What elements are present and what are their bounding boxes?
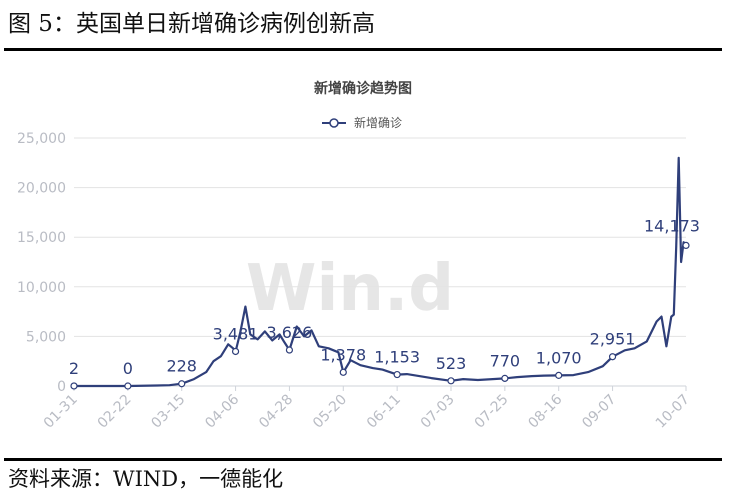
x-tick-label: 04-06 xyxy=(202,391,242,431)
data-point-marker xyxy=(285,346,294,354)
data-label: 228 xyxy=(166,357,197,376)
y-tick-label: 0 xyxy=(57,379,66,395)
x-tick-label: 06-11 xyxy=(364,392,404,432)
data-label: 1,378 xyxy=(320,345,366,364)
x-tick-label: 04-28 xyxy=(256,392,296,432)
x-tick-label: 02-22 xyxy=(95,392,135,432)
data-point-marker xyxy=(178,380,186,388)
y-tick-label: 10,000 xyxy=(17,280,66,296)
data-label: 523 xyxy=(436,354,467,373)
y-tick-label: 25,000 xyxy=(17,131,66,147)
data-label: 770 xyxy=(490,351,521,370)
x-tick-label: 07-25 xyxy=(472,392,512,432)
data-point-marker xyxy=(231,347,240,356)
y-tick-label: 20,000 xyxy=(17,181,66,197)
data-point-marker xyxy=(682,241,690,250)
data-point-marker xyxy=(501,374,509,382)
data-label: 2 xyxy=(69,359,79,378)
line-chart: Win.d 0 5,000 10,000 15,000 20,000 25,000 01-31… xyxy=(17,80,700,432)
data-label: 3,626 xyxy=(267,323,313,342)
figure-title: 图 5：英国单日新增确诊病例创新高 xyxy=(8,11,375,37)
watermark-text: Win.d xyxy=(246,252,454,326)
series-line xyxy=(74,156,687,388)
top-rule xyxy=(4,48,722,51)
chart-title: 新增确诊趋势图 xyxy=(314,80,412,97)
y-tick-label: 15,000 xyxy=(17,230,66,246)
legend-label: 新增确诊 xyxy=(354,115,402,130)
data-point-marker xyxy=(339,368,347,376)
x-tick-label: 10-07 xyxy=(653,392,693,432)
data-label: 1,153 xyxy=(374,348,420,367)
data-point-marker xyxy=(447,377,455,385)
legend-marker xyxy=(329,118,339,128)
bottom-rule xyxy=(4,458,722,461)
x-tick-label: 05-20 xyxy=(310,392,350,432)
y-tick-label: 5,000 xyxy=(26,329,66,345)
data-point-marker xyxy=(608,353,617,361)
x-tick-label: 07-03 xyxy=(418,392,458,432)
data-label: 3,481 xyxy=(213,324,259,343)
data-label: 1,070 xyxy=(536,348,582,367)
data-label: 2,951 xyxy=(590,330,636,349)
data-point-marker xyxy=(70,382,78,390)
data-label: 0 xyxy=(123,359,133,378)
x-tick-label: 01-31 xyxy=(41,392,81,432)
data-point-marker xyxy=(124,382,132,390)
data-point-marker xyxy=(393,370,401,379)
source-note: 资料来源：WIND，一德能化 xyxy=(8,467,284,491)
x-tick-label: 08-16 xyxy=(525,391,565,431)
data-label: 14,173 xyxy=(644,216,700,235)
x-tick-label: 03-15 xyxy=(148,392,188,432)
data-point-marker xyxy=(555,371,563,379)
x-tick-label: 09-07 xyxy=(579,392,619,432)
